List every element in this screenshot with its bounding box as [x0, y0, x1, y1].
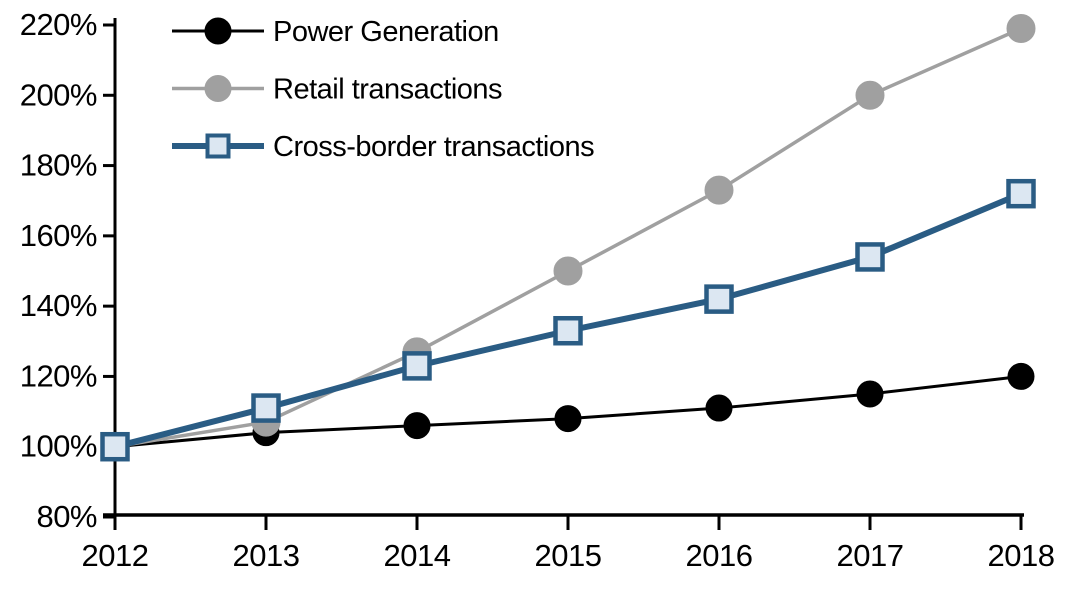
data-point-marker: [553, 256, 583, 286]
y-axis-tick-label: 220%: [20, 7, 97, 42]
x-axis-tick-label: 2016: [686, 538, 753, 573]
legend-marker-circle: [204, 17, 232, 45]
legend-item-power-generation: Power Generation: [172, 16, 499, 48]
legend-item-cross-border-transactions: Cross-border transactions: [172, 131, 595, 163]
data-point-marker: [554, 405, 582, 433]
data-point-marker: [403, 412, 431, 440]
y-axis-tick-label: 120%: [20, 358, 97, 393]
data-point-marker: [251, 393, 281, 423]
legend-label: Cross-border transactions: [273, 131, 594, 163]
data-point-marker: [1006, 14, 1036, 44]
data-point-marker: [1007, 362, 1035, 390]
data-point-marker: [402, 351, 432, 381]
legend-marker-square: [205, 133, 231, 159]
x-axis-tick-label: 2013: [233, 538, 300, 573]
x-axis-tick-label: 2014: [384, 538, 451, 573]
series-retail-transactions: [100, 14, 1036, 462]
data-point-marker: [856, 380, 884, 408]
x-axis-tick-label: 2015: [535, 538, 602, 573]
legend-label: Retail transactions: [273, 74, 502, 106]
data-point-marker: [855, 80, 885, 110]
legend-marker-circle: [204, 75, 232, 102]
legend-item-retail-transactions: Retail transactions: [172, 74, 503, 106]
x-axis-tick-label: 2018: [988, 538, 1055, 573]
y-axis-tick-label: 140%: [20, 288, 97, 323]
data-point-marker: [704, 284, 734, 314]
series-line: [114, 26, 1022, 449]
legend: Power Generation Retail transactions Cross…: [172, 16, 595, 163]
data-point-marker: [704, 175, 734, 205]
legend-label: Power Generation: [273, 16, 499, 48]
data-point-marker: [553, 315, 583, 346]
x-axis-tick-label: 2012: [82, 538, 149, 573]
y-axis-tick-label: 200%: [20, 77, 97, 112]
x-axis-tick-label: 2017: [837, 538, 904, 573]
data-point-marker: [100, 431, 130, 462]
y-axis-tick-label: 180%: [20, 148, 97, 183]
data-point-marker: [1006, 178, 1036, 209]
series-cross-border-transactions: [100, 178, 1036, 462]
y-axis-tick-label: 100%: [20, 429, 97, 464]
y-axis-tick-label: 160%: [20, 218, 97, 253]
data-point-marker: [855, 242, 885, 272]
y-axis-tick-label: 80%: [36, 499, 97, 534]
data-point-marker: [705, 394, 733, 422]
